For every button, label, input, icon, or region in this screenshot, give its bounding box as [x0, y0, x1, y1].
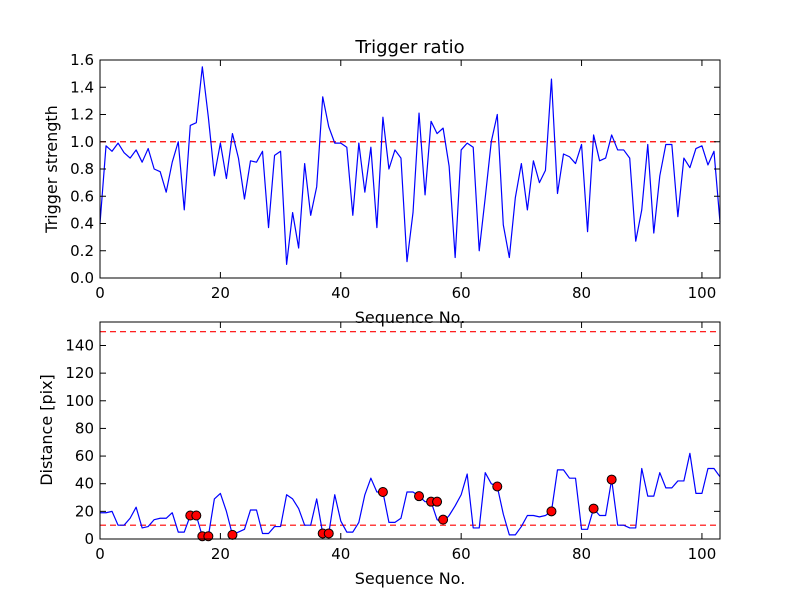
y-axis-ticks: 0 20 40 60 80 100 120 140 [65, 336, 720, 548]
y-tick-label: 120 [65, 364, 94, 382]
y-tick-label: 0.0 [70, 269, 94, 287]
plot-frame [99, 321, 721, 540]
x-axis-ticks: 0 20 40 60 80 100 [95, 60, 716, 302]
y-tick-label: 0.2 [70, 242, 94, 260]
series-line [100, 452, 721, 537]
y-axis-ticks: 0.0 0.2 0.4 0.6 0.8 1.0 1.2 1.4 1.6 [70, 51, 720, 287]
x-tick-label: 40 [331, 284, 350, 302]
x-tick-label: 0 [95, 284, 105, 302]
flagged-point [588, 503, 599, 514]
x-axis-label: Sequence No. [355, 308, 466, 327]
y-tick-label: 0.6 [70, 187, 94, 205]
y-tick-label: 0.4 [70, 215, 94, 233]
flagged-point [432, 496, 443, 507]
x-tick-label: 60 [452, 284, 471, 302]
flagged-point [546, 506, 557, 517]
y-tick-label: 1.4 [70, 78, 94, 96]
series-group [100, 452, 721, 542]
x-axis-ticks: 0 20 40 60 80 100 [95, 322, 716, 563]
y-tick-label: 20 [75, 502, 94, 520]
flagged-point [438, 514, 449, 525]
flagged-point [323, 528, 334, 539]
x-tick-label: 80 [572, 545, 591, 563]
x-tick-label: 40 [331, 545, 350, 563]
y-tick-label: 1.2 [70, 106, 94, 124]
x-tick-label: 80 [572, 284, 591, 302]
series-line [99, 66, 721, 265]
series-group [99, 66, 721, 265]
trigger-ratio-chart: Trigger ratio 0 20 40 60 80 100 0.00.20.40.60… [42, 37, 721, 327]
flagged-point [377, 487, 388, 498]
x-tick-label: 100 [688, 545, 717, 563]
y-tick-label: 40 [75, 475, 94, 493]
distance-chart: 0 20 40 60 80 100 0 20 40 60 80 100 120 140 Sequence… [37, 321, 721, 588]
flagged-point [492, 481, 503, 492]
x-tick-label: 20 [211, 284, 230, 302]
flagged-point [606, 474, 617, 485]
chart-title: Trigger ratio [354, 37, 464, 58]
y-tick-label: 100 [65, 392, 94, 410]
y-axis-label: Distance [pix] [37, 374, 56, 486]
y-tick-label: 1.0 [70, 133, 94, 151]
plot-frame [99, 59, 721, 279]
x-tick-label: 0 [95, 545, 105, 563]
flagged-point [203, 531, 214, 542]
flagged-point [191, 510, 202, 521]
y-tick-label: 1.6 [70, 51, 94, 69]
thresholds [100, 331, 720, 526]
y-tick-label: 140 [65, 336, 94, 354]
x-tick-label: 100 [688, 284, 717, 302]
x-tick-label: 60 [452, 545, 471, 563]
x-axis-label: Sequence No. [355, 569, 466, 588]
y-tick-label: 60 [75, 447, 94, 465]
flagged-point [227, 529, 238, 540]
y-tick-label: 80 [75, 419, 94, 437]
y-tick-label: 0 [84, 530, 94, 548]
flagged-point [414, 491, 425, 502]
x-tick-label: 20 [211, 545, 230, 563]
y-tick-label: 0.8 [70, 160, 94, 178]
y-axis-label: Trigger strength [42, 105, 61, 234]
